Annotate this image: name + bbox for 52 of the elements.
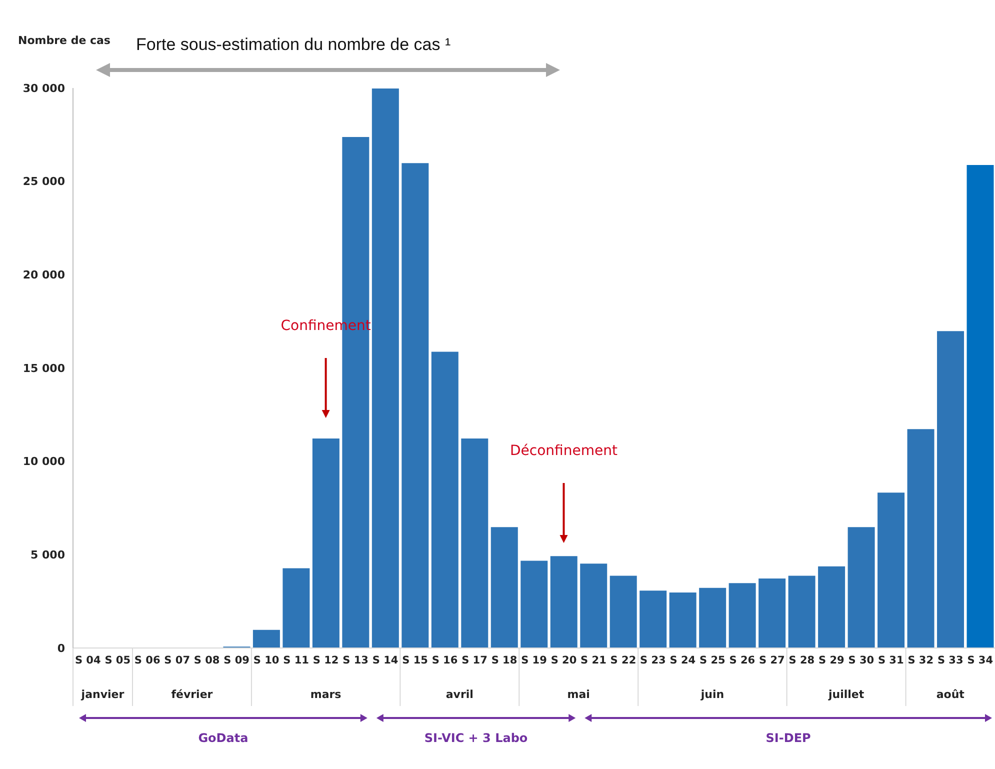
x-tick-label: S 24 [670,654,696,666]
text: février [171,688,214,701]
x-tick-label: S 23 [640,654,666,666]
x-tick-label: S 20 [550,654,577,666]
x-tick-label: S 22 [610,654,636,666]
x-tick-label: S 29 [818,654,844,666]
y-tick-label: 10 000 [22,455,66,468]
x-tick-label: S 30 [848,654,874,666]
y-tick-label: 30 000 [22,82,66,95]
x-tick-label: S 34 [967,654,994,666]
x-tick-label: S 14 [372,654,398,666]
annotation: Déconfinement [510,443,618,459]
y-tick-label: 25 000 [22,175,66,188]
x-tick-label: S 09 [224,654,250,666]
x-tick-label: S 15 [402,654,428,666]
text: juillet [827,688,864,701]
x-tick-label: S 25 [700,654,726,666]
text: mars [310,688,342,701]
x-tick-label: S 19 [521,654,547,666]
text: janvier [80,688,125,701]
text: août [936,688,964,701]
x-tick-label: S 27 [759,654,785,666]
x-tick-label: S 28 [788,654,815,666]
text: mai [567,688,590,701]
x-tick-label: S 33 [937,654,964,666]
x-tick-label: S 26 [729,654,756,666]
text: GoData [198,731,248,745]
y-tick-label: 15 000 [22,362,66,375]
x-tick-label: S 21 [580,654,606,666]
x-tick-label: S 12 [312,654,339,666]
x-tick-label: S 16 [432,654,458,666]
x-tick-label: S 18 [491,654,518,666]
x-tick-label: S 07 [164,654,190,666]
y-tick-label: 20 000 [22,268,66,282]
text: avril [446,688,474,701]
text: SI-VIC + 3 Labo [424,731,528,745]
x-tick-label: S 31 [878,654,904,666]
text: SI-DEP [766,731,812,745]
x-tick-label: S 06 [134,654,160,666]
x-tick-label: S 05 [104,654,131,666]
text: juin [700,688,724,701]
y-axis-title: Nombre de cas [18,34,111,47]
x-tick-label: S 04 [74,654,101,666]
x-tick-label: S 11 [283,654,309,666]
x-tick-label: S 13 [342,654,368,666]
text: Forte sous-estimation du nombre de cas ¹ [136,35,451,54]
x-tick-label: S 08 [194,654,220,666]
x-tick-label: S 32 [908,654,934,666]
y-tick-label: 5 000 [30,548,66,562]
x-tick-label: S 10 [253,654,280,666]
y-tick-label: 0 [57,642,66,655]
x-tick-label: S 17 [462,654,488,666]
